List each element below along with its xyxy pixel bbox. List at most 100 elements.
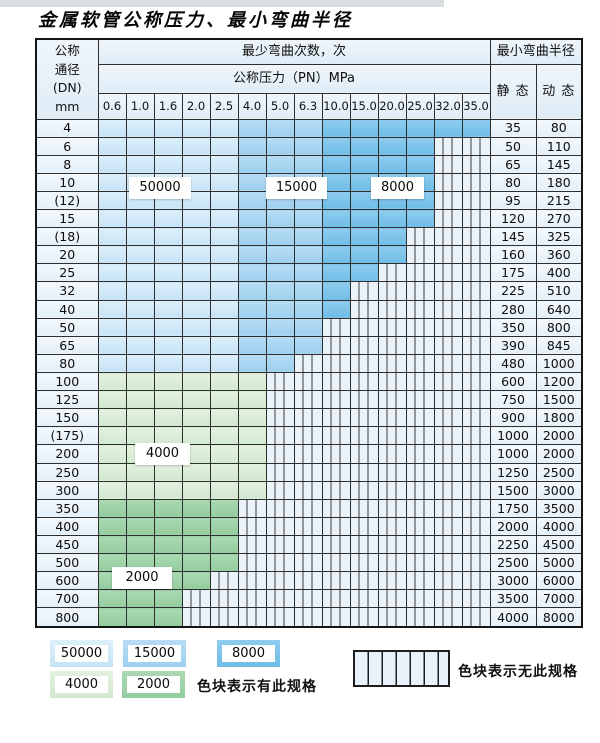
spec-cell [209,317,239,337]
spec-cell [349,535,379,555]
static-radius-cell: 1750 [489,498,537,518]
spec-cell [461,299,491,319]
dynamic-radius-cell: 1500 [535,390,583,410]
spec-cell [349,444,379,464]
spec-cell [377,462,407,482]
static-radius-cell: 350 [489,317,537,337]
spec-cell [433,390,463,410]
spec-cell [433,281,463,301]
spec-cell [349,462,379,482]
spec-cell [461,571,491,591]
zone-label: 4000 [135,443,190,465]
spec-cell [461,118,491,138]
spec-cell [461,462,491,482]
spec-cell [349,281,379,301]
spec-cell [377,118,407,138]
spec-cell [405,263,435,283]
spec-cell [349,589,379,609]
spec-cell [237,154,267,174]
spec-cell [461,154,491,174]
spec-cell [293,535,323,555]
static-radius-cell: 50 [489,136,537,156]
static-radius-cell: 145 [489,227,537,247]
static-radius-cell: 3500 [489,589,537,609]
spec-cell [433,462,463,482]
table-row: 150 900 1800 [35,408,583,428]
spec-cell [321,480,351,500]
dn-cell: 250 [35,462,99,482]
spec-cell [377,209,407,229]
spec-cell [433,136,463,156]
spec-cell [181,154,211,174]
dn-cell: 50 [35,317,99,337]
spec-cell [97,462,127,482]
pressure-tick: 5.0 [265,92,295,120]
spec-cell [321,118,351,138]
spec-cell [265,245,295,265]
table-row: (18) 145 325 [35,227,583,247]
spec-cell [377,299,407,319]
spec-cell [377,245,407,265]
dn-cell: 25 [35,263,99,283]
spec-cell [321,571,351,591]
dynamic-radius-cell: 4500 [535,535,583,555]
spec-cell [237,281,267,301]
spec-cell [237,498,267,518]
spec-cell [349,317,379,337]
spec-cell [181,535,211,555]
table-row: 25 175 400 [35,263,583,283]
spec-cell [265,516,295,537]
spec-cell [349,335,379,355]
spec-cell [461,553,491,573]
static-radius-cell: 65 [489,154,537,174]
spec-cell [377,444,407,464]
spec-cell [237,589,267,609]
spec-cell [153,535,183,555]
dn-cell: 100 [35,372,99,392]
table-row: 6 50 110 [35,136,583,156]
spec-cell [237,172,267,192]
spec-cell [153,209,183,229]
spec-cell [349,498,379,518]
spec-cell [237,353,267,374]
table-row: 250 1250 2500 [35,462,583,482]
pressure-tick: 15.0 [349,92,379,120]
spec-cell [405,154,435,174]
spec-cell [125,462,155,482]
spec-cell [293,462,323,482]
spec-cell [349,154,379,174]
spec-cell [405,426,435,446]
static-radius-cell: 2250 [489,535,537,555]
spec-cell [153,299,183,319]
spec-cell [405,372,435,392]
spec-cell [433,154,463,174]
spec-cell [265,281,295,301]
legend-swatch-label: 4000 [55,676,108,693]
table-row: 20 160 360 [35,245,583,265]
spec-cell [125,408,155,428]
spec-cell [209,154,239,174]
spec-cell [181,390,211,410]
spec-cell [321,136,351,156]
static-radius-cell: 160 [489,245,537,265]
spec-cell [265,154,295,174]
spec-cell [349,353,379,374]
spec-cell [181,317,211,337]
spec-cell [265,390,295,410]
spec-cell [377,408,407,428]
spec-cell [97,190,127,211]
spec-cell [153,136,183,156]
dn-cell: (175) [35,426,99,446]
spec-cell [377,607,407,628]
table-row: 450 2250 4500 [35,535,583,555]
dn-cell: 800 [35,607,99,628]
static-radius-cell: 480 [489,353,537,374]
spec-cell [405,299,435,319]
spec-cell [125,353,155,374]
legend-swatch-label: 8000 [222,645,275,662]
spec-cell [321,245,351,265]
spec-cell [349,571,379,591]
spec-cell [181,408,211,428]
spec-cell [209,209,239,229]
spec-cell [405,317,435,337]
